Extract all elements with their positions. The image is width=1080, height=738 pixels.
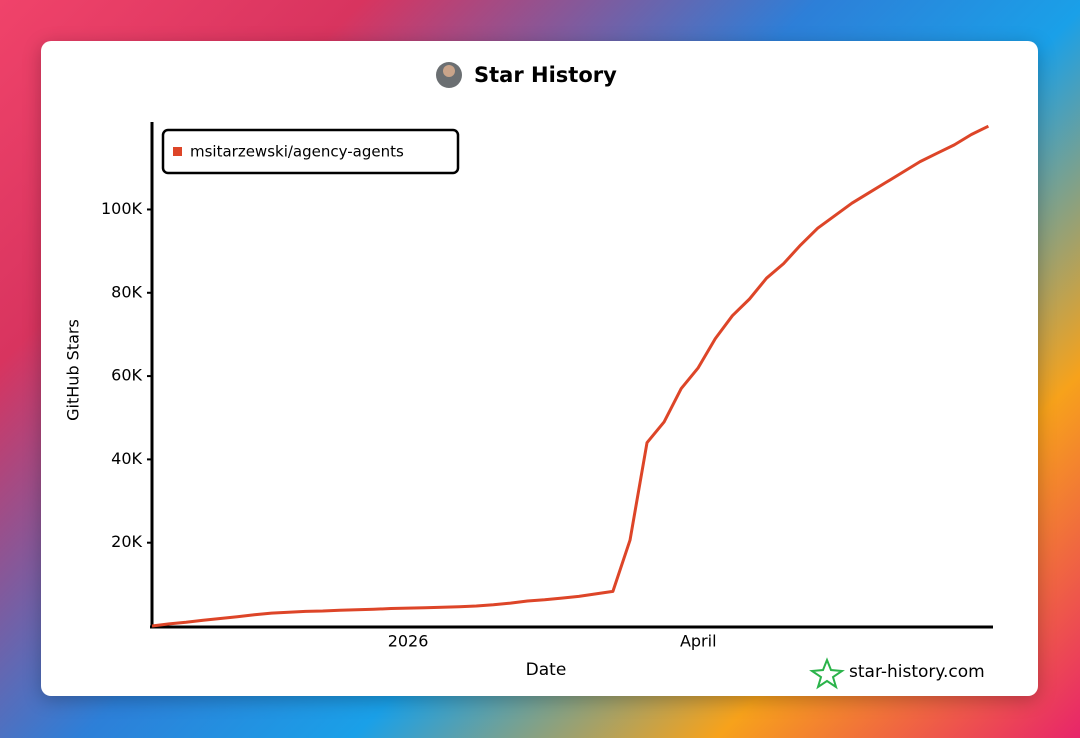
y-tick-label: 100K [101,199,143,218]
y-axis-label: GitHub Stars [64,319,83,421]
series-line [151,124,990,628]
legend-swatch [173,147,182,156]
watermark-logo [809,657,845,690]
avatar-face [443,65,455,77]
x-tick-label: April [680,632,717,651]
y-tick-label: 40K [111,449,142,468]
y-tick-label: 60K [111,366,142,385]
x-axis-label: Date [526,660,567,680]
legend-label: msitarzewski/agency-agents [190,143,404,161]
watermark: star-history.com [849,662,985,682]
legend-box [161,128,460,175]
chart-title: Star History [474,63,617,87]
x-tick-label: 2026 [388,632,429,651]
y-tick-label: 80K [111,282,142,301]
y-tick-label: 20K [111,532,142,551]
